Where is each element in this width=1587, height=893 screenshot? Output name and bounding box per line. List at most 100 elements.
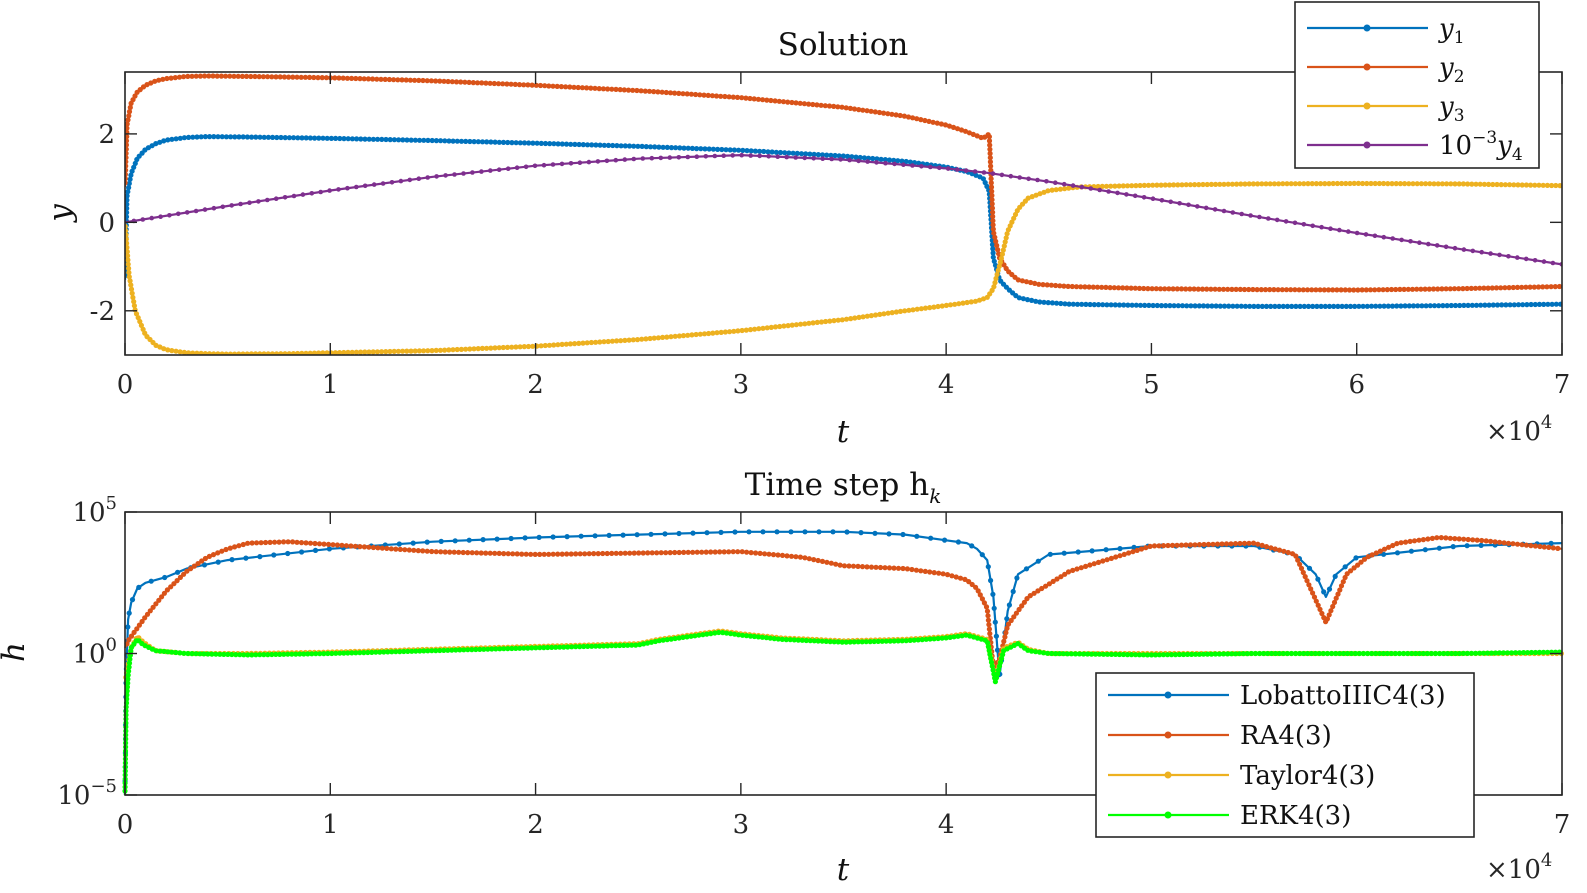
solution-series-3-point [885, 310, 891, 316]
solution-series-4-point [202, 207, 208, 212]
solution-series-1-point [228, 134, 234, 140]
solution-series-2-point [1023, 279, 1030, 285]
timestep-series-4-point [125, 680, 131, 686]
solution-legend-marker [1363, 24, 1371, 32]
solution-series-1-point [757, 148, 763, 154]
solution-series-1-point [509, 140, 515, 146]
timestep-series-2-point [985, 617, 992, 623]
solution-series-1-point [320, 135, 326, 141]
timestep-series-4-point [1284, 650, 1291, 657]
solution-series-4-point [1248, 213, 1253, 218]
timestep-series-4-point [1520, 650, 1527, 656]
solution-series-4-point [229, 203, 234, 208]
solution-series-2-point [988, 163, 994, 169]
solution-series-3-point [873, 312, 879, 318]
timestep-series-2-point [712, 549, 718, 555]
timestep-series-2-point [1237, 540, 1243, 547]
solution-series-3-point [972, 298, 979, 304]
timestep-series-1-point [564, 534, 570, 540]
timestep-series-2-point [802, 555, 808, 561]
solution-series-2-point [479, 80, 485, 86]
timestep-series-2-point [321, 541, 327, 547]
solution-series-2-point [851, 106, 858, 112]
timestep-series-2-point [957, 575, 964, 581]
solution-series-2-point [521, 82, 527, 88]
timestep-series-4-point [1408, 650, 1415, 657]
solution-series-3-point [643, 336, 649, 342]
timestep-series-4-point [988, 659, 995, 665]
timestep-series-2-point [1192, 542, 1198, 548]
solution-series-4-point [1363, 232, 1369, 237]
timestep-series-1-point [243, 555, 249, 561]
timestep-series-2-point [690, 549, 696, 555]
solution-legend-label: y3 [1438, 92, 1465, 126]
timestep-series-2-point [307, 540, 314, 546]
timestep-series-2-point [811, 557, 817, 563]
solution-series-1-point [190, 134, 196, 140]
timestep-series-2-point [397, 546, 403, 553]
solution-series-1-point [328, 135, 334, 141]
solution-series-2-point [1414, 286, 1420, 292]
solution-series-4-point [140, 217, 146, 222]
solution-series-1-point [127, 176, 133, 182]
solution-series-1-point [1356, 303, 1362, 309]
timestep-series-4-point [739, 632, 746, 638]
solution-series-2-point [386, 76, 392, 83]
solution-series-1-point [782, 150, 788, 156]
solution-series-1-point [614, 143, 620, 149]
solution-series-3-point [504, 344, 511, 350]
solution-series-3-point [198, 350, 204, 355]
timestep-series-2-point [1479, 537, 1485, 544]
solution-series-3-point [956, 301, 962, 307]
timestep-legend-marker [1164, 691, 1172, 699]
solution-chart: 0 1 2 3 4 5 6 7-202 Solution t y ×104 y1y2y310−… [42, 1, 1570, 450]
solution-series-2-point [638, 88, 644, 94]
solution-series-2-point [290, 74, 296, 80]
timestep-series-2-point [1465, 536, 1471, 543]
solution-series-1-point [126, 185, 132, 191]
solution-series-1-point [1196, 303, 1202, 309]
timestep-series-4-point [589, 643, 595, 649]
timestep-series-4-point [313, 651, 319, 657]
solution-series-2-point [1384, 287, 1390, 293]
solution-series-3-point [227, 351, 233, 355]
timestep-series-4-point [441, 647, 447, 654]
solution-series-4-point [300, 192, 306, 197]
timestep-series-4-point [704, 631, 710, 637]
solution-series-3-point [1313, 181, 1319, 187]
solution-series-4-point [238, 201, 243, 207]
timestep-series-4-point [477, 646, 483, 653]
solution-series-2-point [1057, 283, 1063, 289]
solution-series-3-point [992, 280, 998, 286]
timestep-series-2-point [841, 563, 848, 569]
solution-series-1-point [1104, 302, 1110, 308]
solution-series-3-point [593, 339, 599, 345]
solution-series-4-point [990, 171, 996, 176]
timestep-series-4-point [974, 635, 981, 641]
solution-series-2-point [1032, 280, 1038, 286]
solution-series-4-point [167, 213, 172, 218]
solution-series-2-point [1283, 287, 1290, 293]
solution-series-1-point [244, 134, 250, 140]
timestep-title-sub: k [929, 484, 941, 508]
solution-series-1-point [429, 137, 435, 144]
timestep-series-1-point [1332, 573, 1338, 580]
timestep-series-2-point [591, 551, 597, 557]
timestep-series-2-point [1550, 545, 1556, 551]
solution-series-3-point [257, 351, 263, 355]
timestep-series-2-point [312, 540, 318, 547]
solution-series-1-point [631, 143, 637, 149]
timestep-series-2-point [1555, 545, 1561, 552]
solution-series-4-point [820, 156, 825, 161]
timestep-series-1-point [994, 647, 1001, 653]
timestep-series-2-point [460, 549, 466, 556]
timestep-series-1-point [732, 529, 738, 535]
timestep-series-2-point [748, 550, 754, 556]
timestep-series-2-point [339, 542, 345, 548]
solution-series-2-point [688, 91, 695, 97]
solution-series-2-point [525, 82, 531, 88]
timestep-series-4-point [633, 642, 639, 648]
solution-series-2-point [934, 120, 940, 126]
solution-series-2-point [1292, 287, 1298, 293]
timestep-series-2-point [272, 539, 278, 545]
